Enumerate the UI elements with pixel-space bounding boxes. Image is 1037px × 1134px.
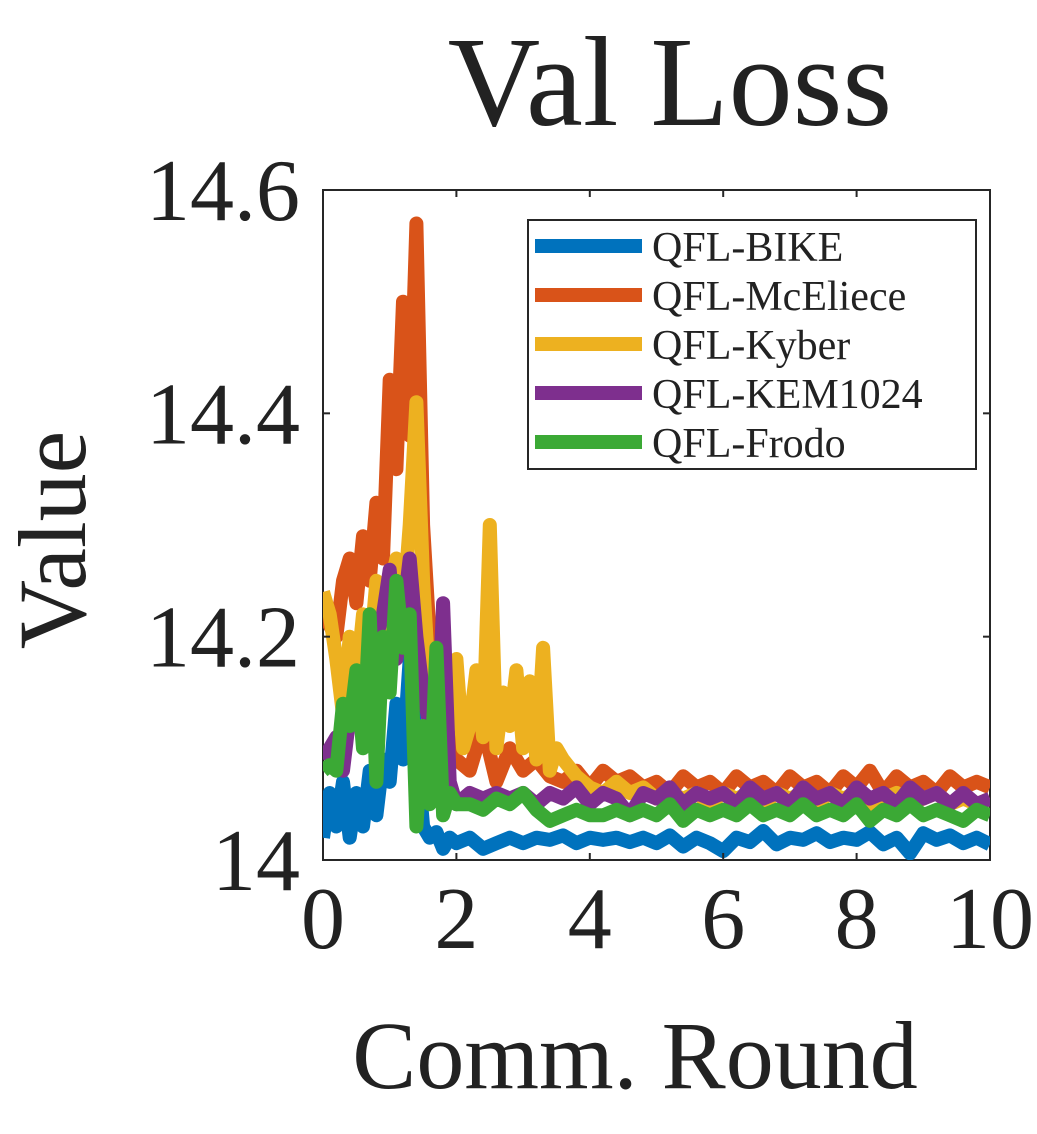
- legend-label: QFL-BIKE: [652, 225, 843, 271]
- series-layer: [323, 216, 990, 860]
- legend-label: QFL-McEliece: [652, 274, 906, 320]
- x-tick-label: 2: [434, 871, 478, 968]
- legend-label: QFL-Kyber: [652, 323, 850, 369]
- series-line-qfl-frodo: [323, 573, 990, 834]
- x-tick-label: 0: [301, 871, 345, 968]
- x-tick-label: 4: [568, 871, 612, 968]
- legend-entries: QFL-BIKEQFL-McElieceQFL-KyberQFL-KEM1024…: [535, 225, 923, 467]
- x-axis-ticks: 0 2 4 6 8 10: [301, 190, 1034, 968]
- y-tick-label: 14.4: [146, 366, 300, 463]
- y-axis-label: Value: [0, 431, 106, 650]
- legend: QFL-BIKEQFL-McElieceQFL-KyberQFL-KEM1024…: [527, 219, 977, 470]
- x-tick-label: 6: [701, 871, 745, 968]
- chart-title: Val Loss: [448, 11, 892, 153]
- y-tick-label: 14.2: [146, 590, 300, 687]
- series-line-qfl-kem1024: [323, 551, 990, 823]
- y-axis-ticks: 14 14.2 14.4 14.6: [146, 143, 990, 910]
- x-tick-label: 8: [835, 871, 879, 968]
- y-tick-label: 14.6: [146, 143, 300, 240]
- y-tick-label: 14: [212, 813, 300, 910]
- series-line-qfl-bike: [323, 652, 990, 860]
- legend-label: QFL-Frodo: [652, 421, 846, 467]
- x-axis-label: Comm. Round: [352, 1002, 917, 1109]
- legend-label: QFL-KEM1024: [652, 372, 923, 418]
- x-tick-label: 10: [946, 871, 1034, 968]
